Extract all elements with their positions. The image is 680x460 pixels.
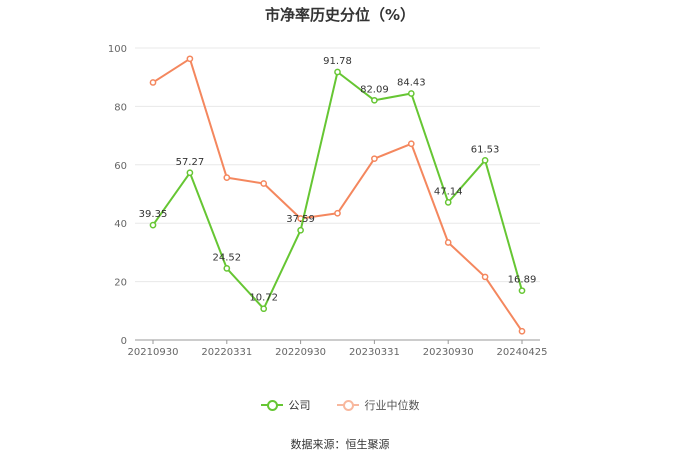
x-tick-label: 20210930: [128, 347, 179, 358]
y-tick-label: 60: [114, 161, 127, 172]
industry-point: [149, 79, 157, 86]
industry-point: [334, 209, 341, 217]
x-tick-label: 20220331: [201, 347, 252, 358]
chart-title: 市净率历史分位（%）: [264, 6, 416, 24]
x-tick-label: 20230331: [349, 347, 400, 358]
industry-point: [481, 273, 489, 281]
legend-industry-marker-icon: [336, 399, 359, 411]
industry-point: [223, 174, 231, 181]
legend-item-industry[interactable]: 行业中位数: [336, 397, 420, 413]
y-tick-label: 40: [114, 219, 127, 230]
company-data-label: 82.09: [360, 84, 389, 95]
company-data-label: 84.43: [397, 77, 426, 88]
y-tick-label: 0: [121, 336, 127, 347]
series-group: [149, 55, 526, 335]
industry-point: [260, 180, 268, 187]
legend-item-company[interactable]: 公司: [260, 397, 311, 413]
industry-series-line: [152, 57, 523, 332]
industry-point: [186, 55, 194, 63]
legend-company-label: 公司: [288, 399, 311, 412]
company-data-label: 57.27: [176, 157, 205, 168]
company-data-label: 47.14: [434, 186, 463, 197]
x-tick-label: 20220930: [275, 347, 326, 358]
x-axis: 20210930 20220331 20220930 20230331 20230930…: [128, 339, 548, 358]
company-point: [371, 96, 378, 104]
company-point: [186, 169, 194, 177]
y-tick-label: 100: [108, 44, 127, 55]
data-source-note: 数据来源：恒生聚源: [290, 438, 390, 451]
industry-point: [518, 327, 526, 335]
legend-company-marker-icon: [260, 399, 283, 411]
company-data-label: 61.53: [471, 144, 500, 155]
company-data-label: 39.35: [139, 209, 168, 220]
industry-point: [371, 155, 378, 163]
company-series-line: [152, 71, 523, 310]
company-point: [407, 90, 415, 97]
company-point: [518, 287, 526, 295]
company-point: [481, 156, 489, 164]
legend: 公司 行业中位数: [0, 397, 680, 413]
industry-point: [407, 140, 415, 148]
company-point: [444, 199, 452, 206]
legend-industry-label: 行业中位数: [364, 399, 420, 412]
data-labels: 39.35 57.27 24.52 10.72 37.59 91.78 82.09 84.43…: [139, 56, 537, 304]
grid-lines: [135, 47, 540, 283]
company-point: [223, 265, 231, 272]
company-point: [297, 226, 304, 234]
company-data-label: 24.52: [212, 252, 241, 263]
company-data-label: 37.59: [286, 214, 315, 225]
x-tick-label: 20240425: [497, 347, 548, 358]
x-tick-label: 20230930: [423, 347, 474, 358]
y-tick-label: 80: [114, 102, 127, 113]
company-data-label: 16.89: [508, 275, 537, 286]
y-axis: 0 20 40 60 80 100: [108, 44, 127, 347]
company-data-label: 91.78: [323, 56, 352, 67]
company-point: [149, 221, 157, 229]
y-tick-label: 20: [114, 278, 127, 289]
company-point: [260, 305, 268, 313]
company-data-label: 10.72: [249, 293, 278, 304]
industry-point: [444, 239, 452, 246]
company-point: [334, 68, 341, 76]
